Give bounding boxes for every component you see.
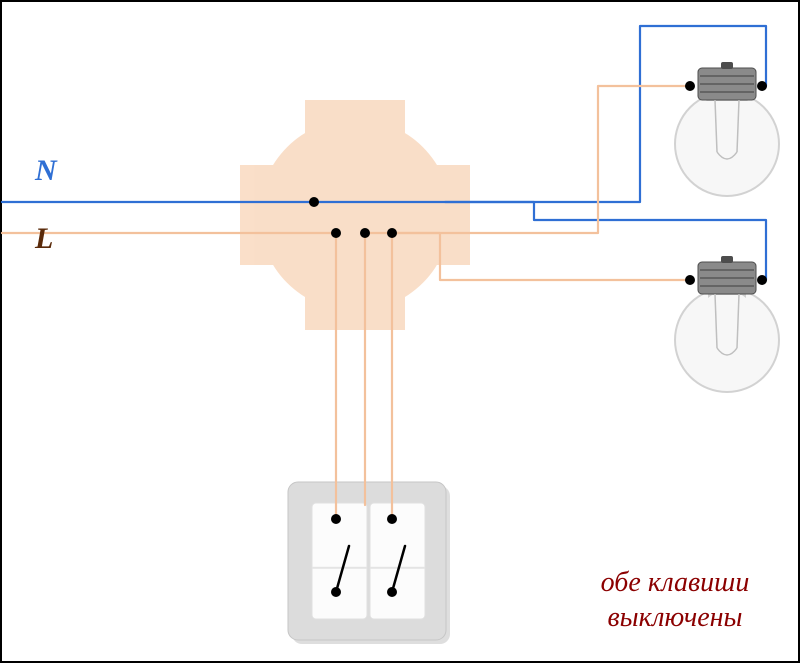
wiring-diagram: NL [0,0,800,663]
connection-node [331,228,341,238]
label-L: L [34,222,53,255]
connection-node [757,81,767,91]
connection-node [685,275,695,285]
junction-box [240,100,470,330]
connection-node [360,228,370,238]
caption-line1: обе клавиши [601,567,750,598]
connection-node [757,275,767,285]
status-caption: обе клавиши выключены [555,565,795,635]
connection-node [685,81,695,91]
switch-key-2 [370,503,425,619]
caption-line2: выключены [608,602,743,633]
double-switch [288,482,450,644]
connection-node [309,197,319,207]
label-N: N [34,154,58,187]
connection-node [387,228,397,238]
